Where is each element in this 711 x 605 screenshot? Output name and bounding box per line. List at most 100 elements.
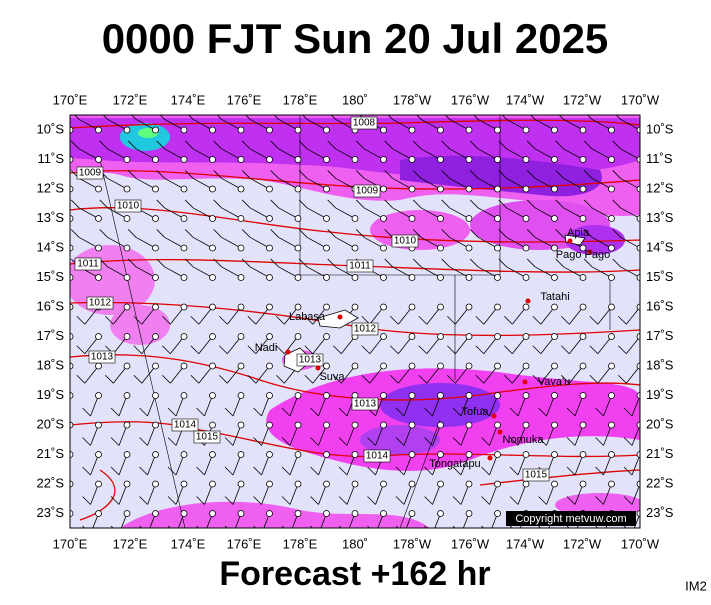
- barb-staff: [506, 119, 527, 131]
- barb-station: [209, 362, 216, 370]
- lat-label: 19˚S: [37, 387, 65, 402]
- barb-feather: [333, 374, 342, 384]
- barb-feather: [241, 199, 251, 209]
- barb-station: [152, 274, 159, 281]
- barb-staff: [506, 207, 527, 219]
- barb-station: [209, 451, 216, 458]
- barb-feather: [110, 466, 120, 476]
- barb-feather: [583, 170, 593, 179]
- barb-feather: [532, 374, 542, 384]
- barb-staff: [289, 483, 299, 505]
- barb-station: [152, 333, 159, 340]
- barb-station: [608, 215, 615, 222]
- barb-staff: [164, 148, 185, 160]
- isobar-label-box: [296, 353, 324, 367]
- barb-station: [180, 303, 188, 311]
- barb-staff: [535, 266, 555, 278]
- barb-feather: [384, 140, 393, 150]
- barb-feather: [281, 525, 285, 528]
- barb-station: [70, 244, 74, 252]
- barb-feather: [281, 437, 291, 446]
- barb-feather: [469, 199, 479, 209]
- lat-label: 21˚S: [37, 446, 65, 461]
- isobar-label-box: [88, 350, 116, 364]
- barb-feather: [424, 466, 433, 476]
- barb-feather: [338, 437, 348, 446]
- barb-staff: [449, 237, 470, 249]
- barb-station: [494, 215, 501, 222]
- barb-station: [380, 480, 387, 488]
- barb-station: [579, 333, 587, 340]
- barb-feather: [276, 315, 285, 325]
- lat-label: 18˚S: [646, 357, 674, 372]
- lon-label: 178˚W: [393, 536, 432, 551]
- barb-feather: [589, 315, 599, 325]
- barb-staff: [631, 395, 640, 417]
- isobar-label: 1014: [174, 420, 197, 431]
- barb-station: [494, 244, 501, 252]
- barb-feather: [390, 315, 399, 325]
- barb-staff: [206, 513, 213, 528]
- place-label: Tongatapu: [429, 458, 480, 470]
- barb-station: [437, 274, 444, 281]
- barb-station: [323, 333, 330, 340]
- barb-station: [294, 185, 302, 193]
- barb-staff: [405, 513, 413, 528]
- barb-station: [123, 274, 131, 281]
- barb-station: [608, 274, 615, 281]
- barb-station: [465, 362, 473, 370]
- barb-staff: [335, 207, 356, 219]
- barb-feather: [156, 199, 165, 209]
- barb-feather: [127, 170, 137, 179]
- barb-staff: [620, 148, 640, 160]
- barb-staff: [250, 148, 270, 160]
- barb-staff: [84, 336, 99, 354]
- barb-station: [294, 333, 302, 340]
- isobar-label-box: [353, 184, 381, 198]
- barb-staff: [289, 454, 299, 476]
- barb-staff: [250, 237, 270, 249]
- barb-staff: [136, 178, 156, 190]
- barb-station: [152, 185, 159, 193]
- barb-feather: [196, 407, 205, 417]
- barb-station: [608, 421, 615, 429]
- barb-feather: [469, 229, 479, 238]
- barb-staff: [603, 454, 612, 476]
- barb-station: [351, 451, 359, 458]
- barb-station: [494, 362, 501, 370]
- barb-staff: [455, 306, 470, 325]
- barb-staff: [506, 266, 527, 278]
- lat-label: 23˚S: [646, 505, 674, 520]
- barb-staff: [175, 395, 185, 417]
- barb-station: [323, 421, 330, 429]
- barb-station: [579, 421, 587, 429]
- barb-station: [465, 244, 473, 252]
- barb-feather: [219, 374, 228, 384]
- barb-station: [494, 126, 501, 134]
- barb-station: [323, 451, 330, 458]
- lat-label: 20˚S: [37, 416, 65, 431]
- barb-feather: [133, 345, 143, 355]
- barb-station: [579, 185, 587, 193]
- barb-feather: [481, 525, 485, 528]
- barb-staff: [221, 148, 242, 160]
- barb-staff: [278, 237, 299, 249]
- barb-staff: [375, 424, 384, 446]
- barb-station: [95, 244, 102, 252]
- barb-station: [209, 126, 216, 134]
- barb-station: [95, 156, 102, 163]
- barb-station: [437, 215, 444, 222]
- barb-staff: [449, 178, 470, 190]
- isobar-label: 1012: [354, 324, 377, 335]
- barb-feather: [127, 258, 137, 268]
- barb-station: [180, 215, 188, 222]
- barb-feather: [270, 229, 279, 238]
- barb-station: [579, 451, 587, 458]
- barb-station: [266, 333, 273, 340]
- barb-feather: [190, 315, 200, 325]
- barb-feather: [424, 496, 433, 505]
- barb-staff: [291, 513, 299, 528]
- barb-staff: [517, 424, 527, 446]
- barb-station: [465, 274, 473, 281]
- barb-station: [323, 303, 330, 311]
